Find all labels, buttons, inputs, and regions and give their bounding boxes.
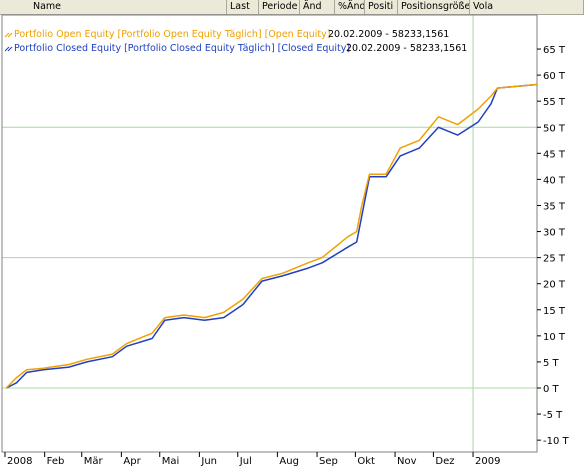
y-tick-label: 0 T bbox=[543, 384, 560, 395]
x-tick-label: Nov bbox=[397, 456, 417, 467]
y-tick-label: 45 T bbox=[543, 149, 566, 160]
legend-open-equity-value: 20.02.2009 - 58233,1561 bbox=[328, 29, 449, 40]
x-tick-label: Okt bbox=[357, 456, 375, 467]
y-tick-label: 30 T bbox=[543, 228, 566, 239]
y-tick-label: 5 T bbox=[543, 358, 560, 369]
chart-background bbox=[0, 15, 584, 468]
x-tick-label: Jun bbox=[200, 456, 217, 467]
y-tick-label: 40 T bbox=[543, 175, 566, 186]
open-equity-legend-icon bbox=[4, 32, 13, 38]
legend-closed-equity-name: Portfolio Closed Equity [Portfolio Close… bbox=[14, 43, 350, 54]
x-tick-label: Feb bbox=[47, 456, 65, 467]
closed-equity-legend-icon bbox=[4, 46, 13, 52]
y-tick-label: 50 T bbox=[543, 123, 566, 134]
col-pct-aend[interactable]: %Änd bbox=[335, 0, 365, 14]
legend-open-equity-name: Portfolio Open Equity [Portfolio Open Eq… bbox=[14, 29, 330, 40]
series-layer bbox=[5, 83, 538, 389]
col-name[interactable]: Name bbox=[0, 0, 227, 14]
y-tick-label: 55 T bbox=[543, 97, 566, 108]
plot-frame bbox=[1, 14, 538, 453]
y-tick-label: 65 T bbox=[543, 45, 566, 56]
grid-layer bbox=[2, 15, 537, 452]
y-tick-label: 15 T bbox=[543, 306, 566, 317]
x-tick-label: Apr bbox=[123, 456, 141, 467]
closed-equity-line bbox=[5, 83, 538, 389]
x-tick-label: 2009 bbox=[475, 456, 500, 467]
x-tick-label: Sep bbox=[319, 456, 338, 467]
open-equity-line bbox=[5, 83, 538, 389]
col-name-label: Name bbox=[33, 1, 62, 12]
y-tick-label: 20 T bbox=[543, 280, 566, 291]
y-tick-label: -5 T bbox=[543, 410, 563, 421]
y-tick-label: 60 T bbox=[543, 71, 566, 82]
x-axis: 2008 Feb Mär Apr Mai Jun Jul Aug Sep Okt Nov Dez 200… bbox=[4, 452, 501, 467]
col-positionsgroesse[interactable]: Positionsgröße bbox=[398, 0, 470, 14]
col-last[interactable]: Last bbox=[227, 0, 259, 14]
legend: Portfolio Open Equity [Portfolio Open Eq… bbox=[4, 29, 467, 54]
y-tick-label: -10 T bbox=[543, 436, 570, 447]
x-tick-label: Dez bbox=[435, 456, 454, 467]
y-axis: 65 T 60 T 55 T 50 T 45 T 40 T 35 T 30 T 25 T 20 T… bbox=[537, 45, 570, 447]
x-tick-label: Mär bbox=[84, 456, 104, 467]
x-tick-label: Mai bbox=[162, 456, 180, 467]
col-aend[interactable]: Änd bbox=[300, 0, 335, 14]
x-tick-label: 2008 bbox=[7, 456, 32, 467]
legend-closed-equity-value: 20.02.2009 - 58233,1561 bbox=[346, 43, 467, 54]
col-positi[interactable]: Positi bbox=[365, 0, 398, 14]
x-tick-label: Aug bbox=[279, 456, 299, 467]
col-periode[interactable]: Periode bbox=[259, 0, 300, 14]
y-tick-label: 35 T bbox=[543, 201, 566, 212]
y-tick-label: 10 T bbox=[543, 332, 566, 343]
y-tick-label: 25 T bbox=[543, 254, 566, 265]
x-tick-label: Jul bbox=[239, 456, 252, 467]
